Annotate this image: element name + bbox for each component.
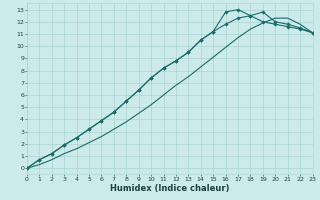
X-axis label: Humidex (Indice chaleur): Humidex (Indice chaleur) [110, 184, 229, 193]
